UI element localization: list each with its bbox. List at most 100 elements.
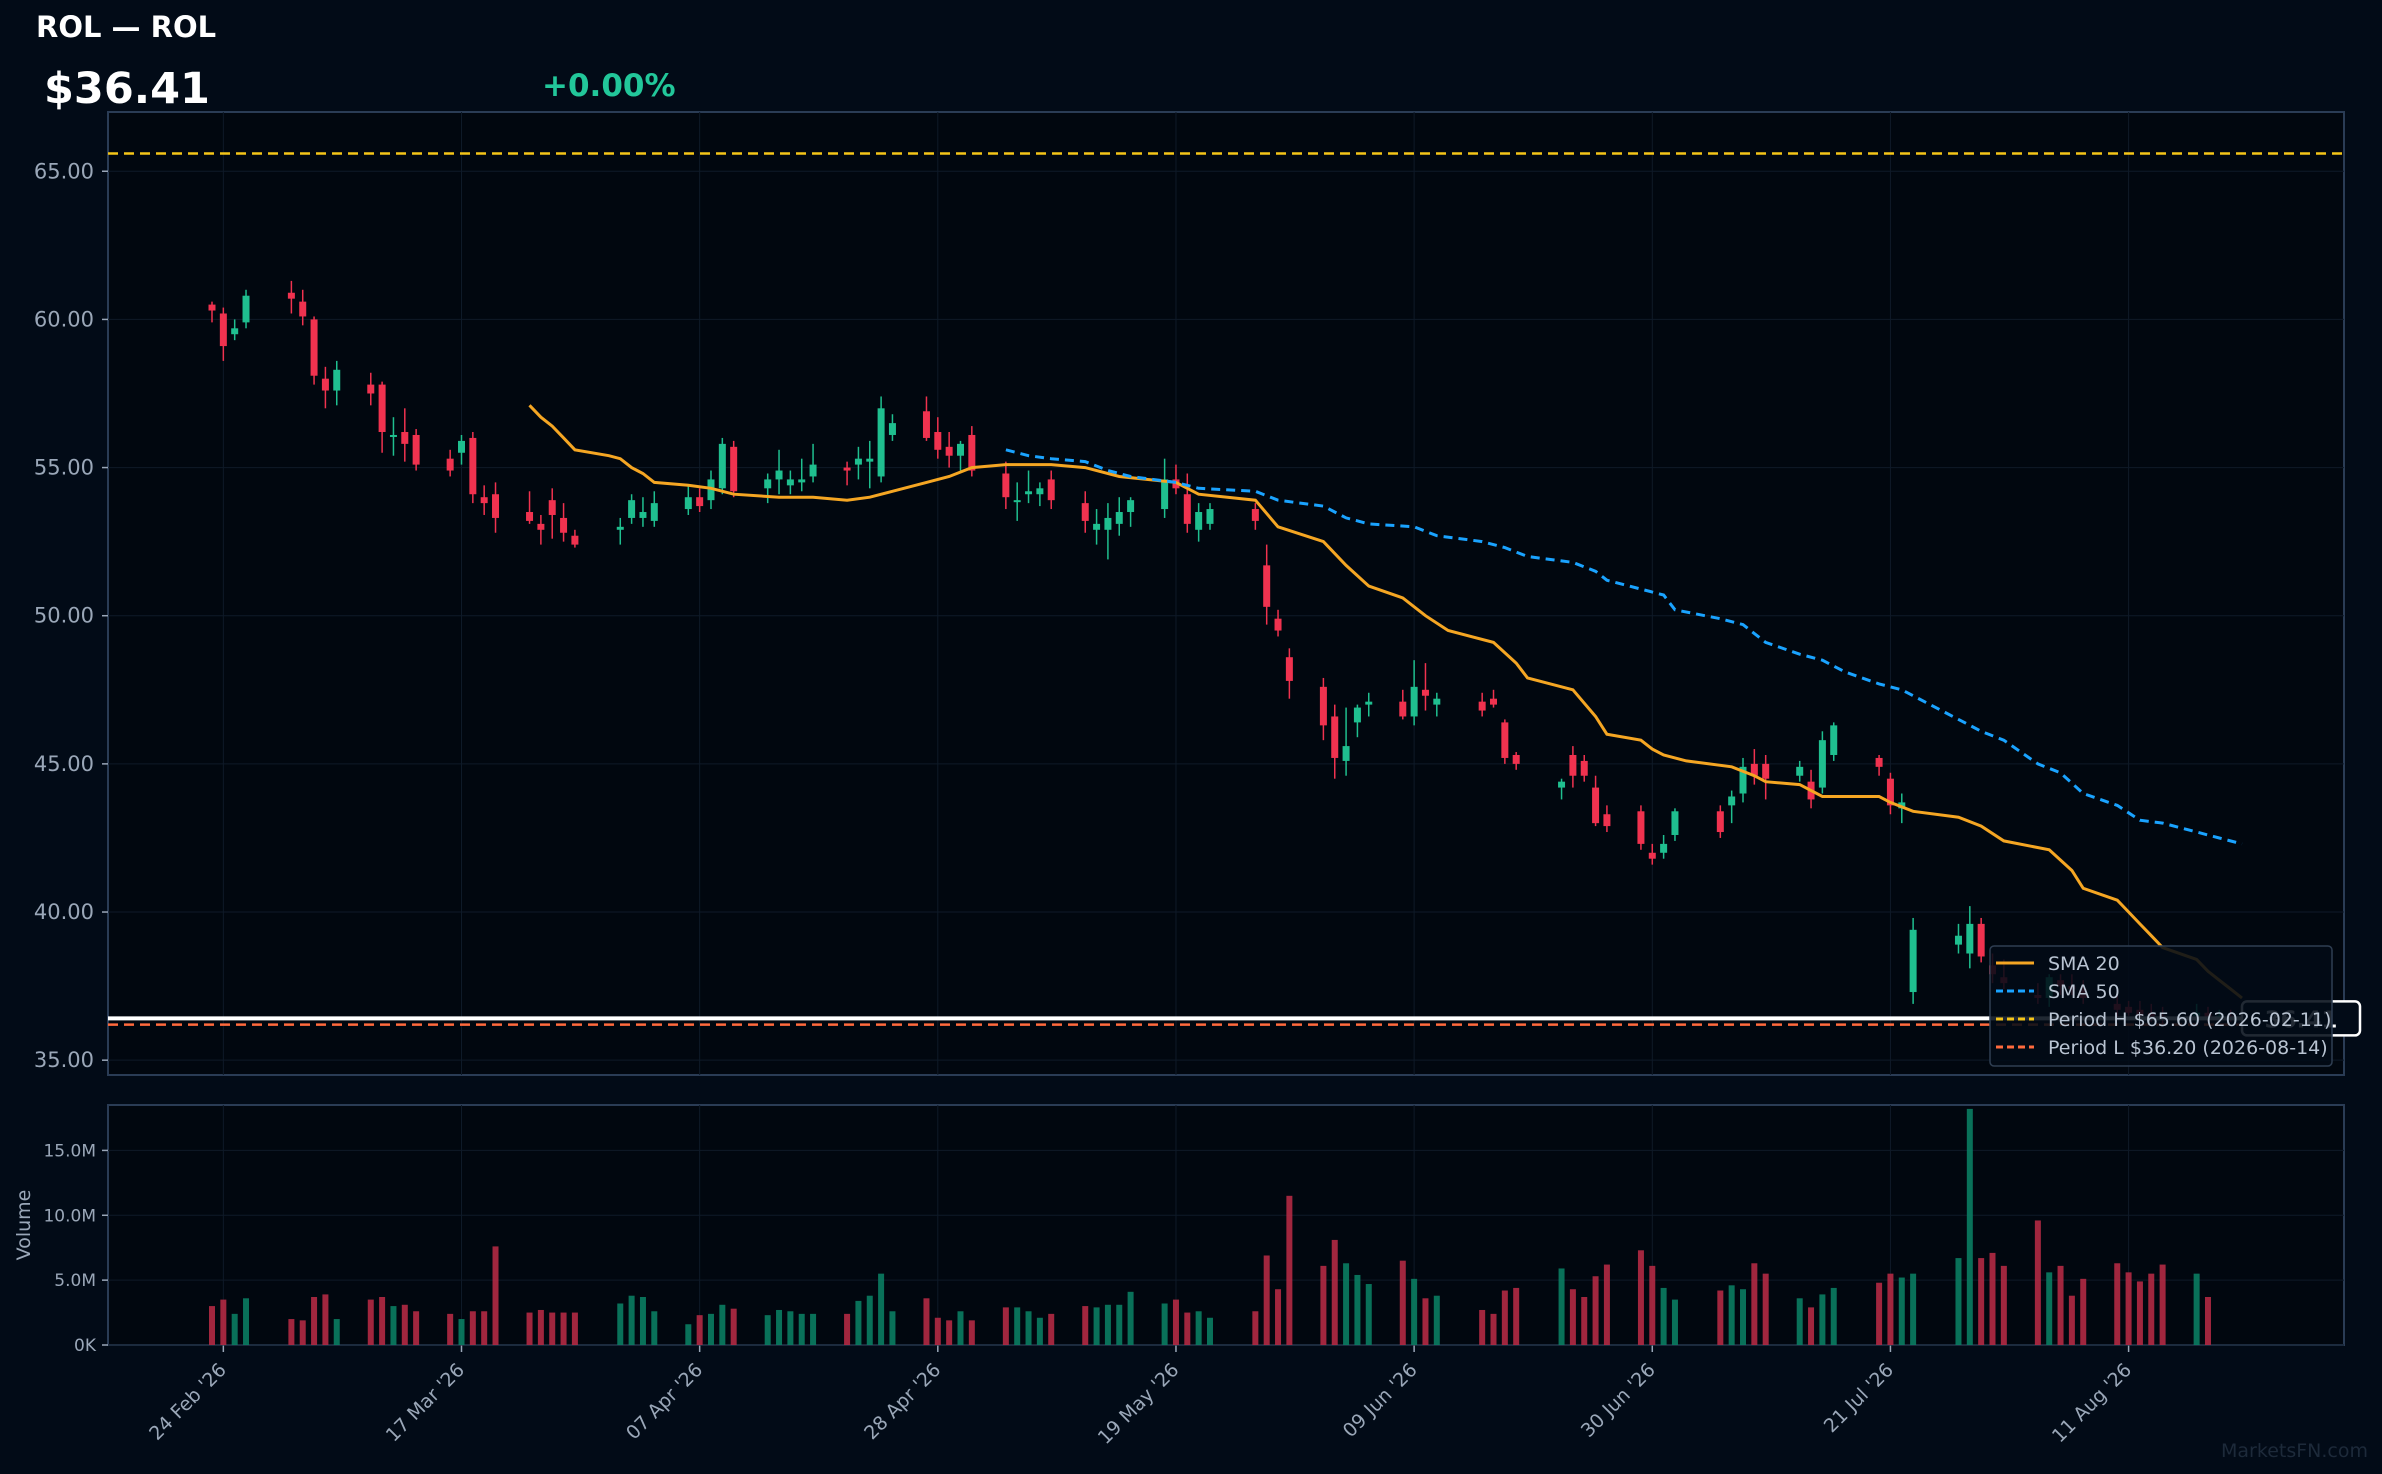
volume-bar xyxy=(1887,1273,1894,1345)
candle-up xyxy=(1195,512,1203,530)
candle-down xyxy=(219,313,227,347)
candle-down xyxy=(1421,689,1429,696)
price-tick-label: 35.00 xyxy=(34,1048,94,1072)
volume-bar xyxy=(1955,1258,1962,1345)
volume-bar xyxy=(288,1319,295,1345)
volume-bar xyxy=(1116,1304,1123,1345)
candle-up xyxy=(389,434,397,437)
volume-bar xyxy=(844,1313,851,1345)
candle-up xyxy=(684,497,692,510)
volume-bar xyxy=(413,1311,420,1345)
candle-down xyxy=(843,467,851,471)
volume-bar xyxy=(798,1313,805,1345)
volume-bar xyxy=(1161,1303,1168,1345)
volume-bar xyxy=(1830,1287,1837,1345)
candle-up xyxy=(242,295,250,323)
candle-up xyxy=(1115,512,1123,524)
candle-down xyxy=(469,437,477,495)
volume-bar xyxy=(651,1311,658,1345)
candle-down xyxy=(1569,754,1577,776)
x-tick-label: 09 Jun '26 xyxy=(1339,1359,1422,1442)
candle-up xyxy=(1660,843,1668,853)
volume-bar xyxy=(2204,1297,2211,1345)
volume-bar xyxy=(1603,1264,1610,1345)
candle-up xyxy=(1909,929,1917,993)
volume-bar xyxy=(2148,1273,2155,1345)
volume-bar xyxy=(685,1324,692,1345)
volume-bar xyxy=(1717,1290,1724,1345)
candle-down xyxy=(548,500,556,515)
candle-down xyxy=(1716,811,1724,833)
candle-up xyxy=(1025,491,1033,495)
candle-down xyxy=(537,523,545,530)
volume-bar xyxy=(1751,1263,1758,1345)
chart-legend: SMA 20 SMA 50 Period H $65.60 (2026-02-11)… xyxy=(1989,945,2333,1067)
volume-bar xyxy=(1728,1285,1735,1345)
volume-bar xyxy=(299,1320,306,1345)
volume-tick-label: 5.0M xyxy=(54,1271,96,1291)
candle-up xyxy=(1127,500,1135,513)
volume-bar xyxy=(1195,1311,1202,1345)
volume-bar xyxy=(367,1299,374,1345)
candle-down xyxy=(1285,657,1293,681)
candle-up xyxy=(1161,479,1169,510)
candle-up xyxy=(650,503,658,521)
candle-down xyxy=(1603,814,1611,827)
volume-bar xyxy=(209,1306,215,1345)
volume-bar xyxy=(1014,1307,1021,1345)
current-price: $36.41 xyxy=(44,64,210,114)
volume-bar xyxy=(957,1311,964,1345)
x-tick-label: 11 Aug '26 xyxy=(2048,1359,2136,1447)
volume-bar xyxy=(639,1297,646,1345)
candle-down xyxy=(1478,701,1486,711)
candle-down xyxy=(412,434,420,465)
volume-bar xyxy=(1002,1307,1009,1345)
candle-down xyxy=(208,304,216,311)
candle-down xyxy=(696,497,704,507)
volume-bar xyxy=(379,1297,386,1345)
candle-up xyxy=(1013,500,1021,503)
candle-down xyxy=(1501,722,1509,758)
price-change: +0.00% xyxy=(542,68,676,104)
volume-bar xyxy=(1036,1317,1043,1345)
candle-up xyxy=(628,500,636,518)
candle-down xyxy=(1648,852,1656,859)
volume-bar xyxy=(537,1309,544,1345)
price-tick-label: 55.00 xyxy=(34,456,94,480)
volume-bar xyxy=(2159,1264,2166,1345)
volume-bar xyxy=(1433,1295,1440,1345)
candle-down xyxy=(1750,763,1758,776)
volume-bar xyxy=(2034,1220,2041,1345)
candle-up xyxy=(1104,517,1112,530)
candle-down xyxy=(1977,923,1985,957)
candle-down xyxy=(1183,494,1191,524)
volume-bar xyxy=(1331,1239,1338,1345)
volume-bar xyxy=(1025,1311,1032,1345)
candle-up xyxy=(1365,701,1373,705)
candle-down xyxy=(287,292,295,299)
volume-bar xyxy=(1252,1311,1259,1345)
candle-up xyxy=(1671,811,1679,835)
candle-down xyxy=(1886,778,1894,806)
volume-bar xyxy=(776,1309,783,1345)
legend-entry: SMA 20 xyxy=(2048,953,2120,975)
candle-up xyxy=(809,464,817,477)
volume-bar xyxy=(390,1306,397,1345)
volume-bar xyxy=(1422,1298,1429,1345)
candle-up xyxy=(1966,923,1974,954)
price-tick-label: 65.00 xyxy=(34,159,94,183)
volume-bar xyxy=(810,1313,817,1345)
candle-up xyxy=(1818,740,1826,788)
candle-up xyxy=(1353,707,1361,723)
price-tick-label: 40.00 xyxy=(34,900,94,924)
x-tick-label: 21 Jul '26 xyxy=(1820,1359,1898,1437)
volume-bar xyxy=(560,1312,567,1345)
volume-panel xyxy=(107,1104,2345,1346)
x-tick-label: 28 Apr '26 xyxy=(860,1359,945,1444)
volume-axis-label: Volume xyxy=(13,1190,35,1261)
volume-bar xyxy=(787,1311,794,1345)
candle-down xyxy=(1081,503,1089,521)
candle-down xyxy=(1319,686,1327,726)
volume-bar xyxy=(1343,1263,1350,1345)
